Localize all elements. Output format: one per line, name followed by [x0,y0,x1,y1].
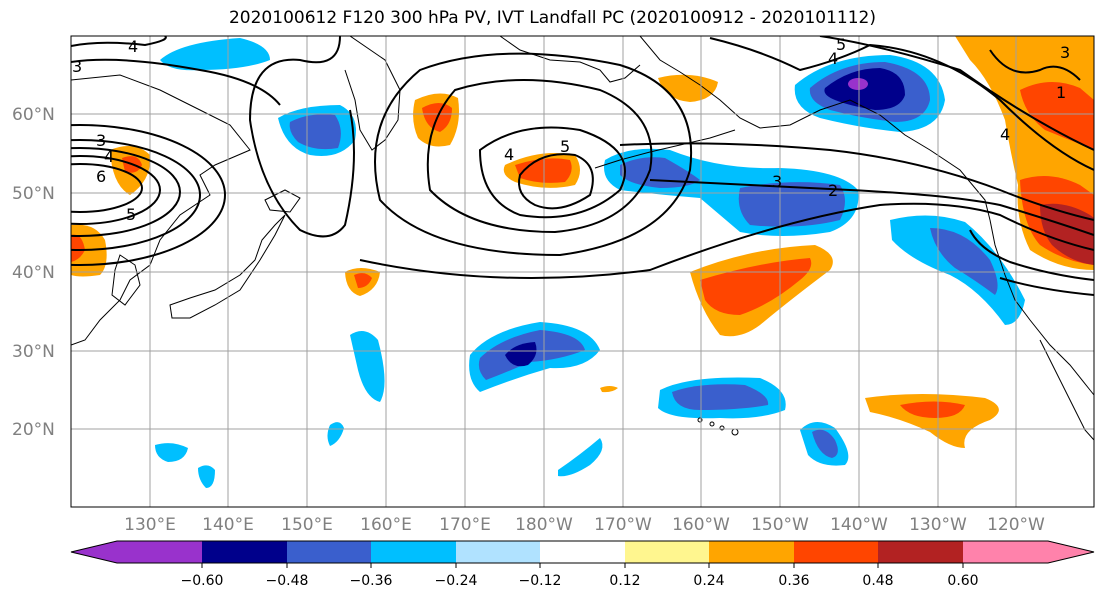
colorbar-tick: −0.36 [350,573,393,589]
colorbar-tick: −0.12 [519,573,562,589]
contour-label: 4 [128,37,138,56]
longitude-labels: 130°E 140°E 150°E 160°E 170°E 180°W 170°… [124,515,1045,535]
neg-anomaly-blob-6 [327,422,344,446]
neg-anomaly-blob-4 [155,443,188,462]
neg-anomaly-blob-3 [558,438,603,477]
contour-label: 1 [1056,83,1066,102]
colorbar-tick: −0.24 [435,573,478,589]
hawaiian-islands [697,417,739,436]
neg-anomaly-kamchatka [278,105,356,156]
colorbar-segment [540,541,625,563]
colorbar-segment [371,541,456,563]
pos-anomaly-bering [658,74,718,102]
colorbar-segment [202,541,287,563]
pos-anomaly-subtropical-east [865,394,999,448]
pos-anomaly-small-2 [600,386,618,393]
pos-anomaly-small-1-core [354,273,372,288]
colorbar-tick: 0.60 [947,573,978,589]
lon-label: 120°W [987,515,1045,535]
neg-anomaly-okhotsk [160,38,270,71]
coastlines [71,36,1094,441]
pv-contours [71,36,1094,296]
lat-label: 50°N [12,184,55,204]
colorbar-segment [709,541,794,563]
lon-label: 150°W [751,515,809,535]
colorbar-segment [456,541,540,563]
latitude-labels: 60°N 50°N 40°N 30°N 20°N [12,105,55,440]
colorbar-tick: 0.12 [609,573,640,589]
colorbar-tick: 0.24 [693,573,724,589]
map-border [70,35,1095,508]
contour-label: 4 [104,147,114,166]
neg-anomaly-blob-2 [350,331,385,402]
colorbar-tick: 0.48 [862,573,893,589]
contour-label: 5 [560,137,570,156]
lat-label: 20°N [12,420,55,440]
contour-label: 4 [504,145,514,164]
lon-label: 130°W [909,515,967,535]
contour-label: 4 [1000,125,1010,144]
neg-anomaly-blob-1-core [812,429,838,458]
neg-anomaly-hawaii [658,377,786,419]
lat-label: 30°N [12,342,55,362]
neg-anomaly-gulf-of-alaska [794,55,945,132]
pos-anomaly-west-edge-core [71,234,85,262]
contour-labels: 4 3 3 4 6 5 4 5 3 2 5 4 3 1 4 [72,35,1070,224]
colorbar-segment [287,541,371,563]
colorbar-segment [794,541,878,563]
colorbar-tick: −0.48 [266,573,309,589]
neg-anomaly-central-pacific [469,322,600,392]
colorbar-segment [625,541,709,563]
contour-label: 4 [828,49,838,68]
contour-label: 3 [96,131,106,150]
lon-label: 140°W [830,515,888,535]
lon-label: 140°E [202,515,254,535]
contour-label: 5 [126,205,136,224]
contour-label: 2 [828,181,838,200]
contour-label: 5 [836,35,846,54]
lon-label: 160°E [360,515,412,535]
colorbar-outline [70,540,1095,564]
lon-label: 160°W [672,515,730,535]
lon-label: 150°E [281,515,333,535]
colorbar-tick: −0.60 [181,573,224,589]
lat-label: 60°N [12,105,55,125]
gridlines [71,36,1094,507]
contour-label: 6 [96,167,106,186]
contour-label: 3 [72,57,82,76]
colorbar: −0.60 −0.48 −0.36 −0.24 −0.12 0.12 0.24 … [70,540,1095,589]
lat-label: 40°N [12,263,55,283]
lon-label: 170°W [594,515,652,535]
lon-label: 180°W [515,515,573,535]
colorbar-tick: 0.36 [778,573,809,589]
lon-label: 170°E [439,515,491,535]
lon-label: 130°E [124,515,176,535]
colorbar-segment [878,541,963,563]
colorbar-segment [71,541,202,563]
neg-anomaly-pacific-northwest [890,215,1025,325]
map-title: 2020100612 F120 300 hPa PV, IVT Landfall… [228,8,876,28]
contour-label: 3 [772,172,782,191]
neg-anomaly-blob-5 [198,465,215,488]
contour-label: 3 [1060,43,1070,62]
colorbar-segment [963,541,1094,563]
